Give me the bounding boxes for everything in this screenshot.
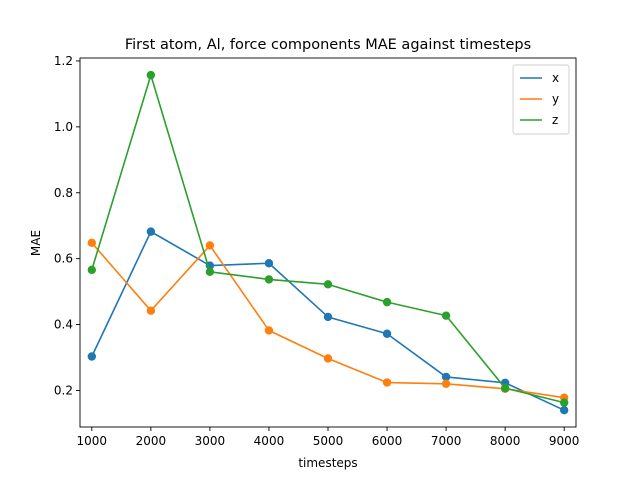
data-point-x: [441, 372, 451, 382]
data-point-y: [323, 354, 333, 363]
data-point-z: [500, 383, 510, 393]
x-tick-label: 7000: [431, 434, 462, 448]
data-point-y: [146, 306, 156, 315]
legend-label-y: y: [552, 92, 559, 106]
data-point-x: [146, 227, 156, 236]
chart-title: First atom, Al, force components MAE aga…: [125, 37, 531, 53]
legend: xyz: [512, 64, 570, 135]
y-tick-label: 1.2: [54, 54, 73, 68]
y-tick-label: 1.0: [54, 120, 73, 134]
y-axis-label: MAE: [29, 230, 43, 256]
series-layer: [87, 70, 569, 415]
data-point-z: [264, 275, 274, 284]
data-point-y: [441, 379, 451, 389]
y-tick-label: 0.6: [54, 252, 73, 266]
data-point-y: [382, 378, 392, 387]
x-tick-label: 4000: [254, 434, 285, 448]
data-point-z: [323, 280, 333, 289]
plot-area: [80, 58, 576, 427]
data-point-y: [87, 238, 97, 248]
y-axis: 0.2 0.4 0.6 0.8 1.0 1.2: [54, 54, 80, 397]
data-point-z: [382, 297, 392, 307]
data-point-x: [87, 352, 97, 361]
x-tick-label: 8000: [490, 434, 521, 448]
data-point-z: [441, 311, 451, 320]
x-tick-label: 2000: [136, 434, 167, 448]
legend-label-x: x: [552, 71, 559, 85]
data-point-z: [205, 267, 215, 277]
x-tick-label: 1000: [77, 434, 108, 448]
data-point-z: [146, 70, 156, 80]
data-point-x: [323, 312, 333, 322]
x-axis-label: timesteps: [298, 456, 357, 470]
x-axis: 1000 2000 3000 4000 5000 6000 7000 8000 9000: [77, 427, 580, 448]
data-point-x: [559, 405, 569, 415]
data-point-x: [264, 259, 274, 268]
y-tick-label: 0.4: [54, 318, 73, 332]
x-tick-label: 3000: [195, 434, 226, 448]
data-point-y: [264, 326, 274, 335]
x-tick-label: 5000: [313, 434, 344, 448]
legend-label-z: z: [552, 113, 558, 127]
data-point-z: [87, 265, 97, 275]
x-tick-label: 6000: [372, 434, 403, 448]
y-tick-label: 0.2: [54, 383, 73, 397]
data-point-z: [559, 398, 569, 407]
data-point-x: [382, 329, 392, 338]
x-tick-label: 9000: [549, 434, 580, 448]
data-point-y: [205, 241, 215, 250]
y-tick-label: 0.8: [54, 186, 73, 200]
